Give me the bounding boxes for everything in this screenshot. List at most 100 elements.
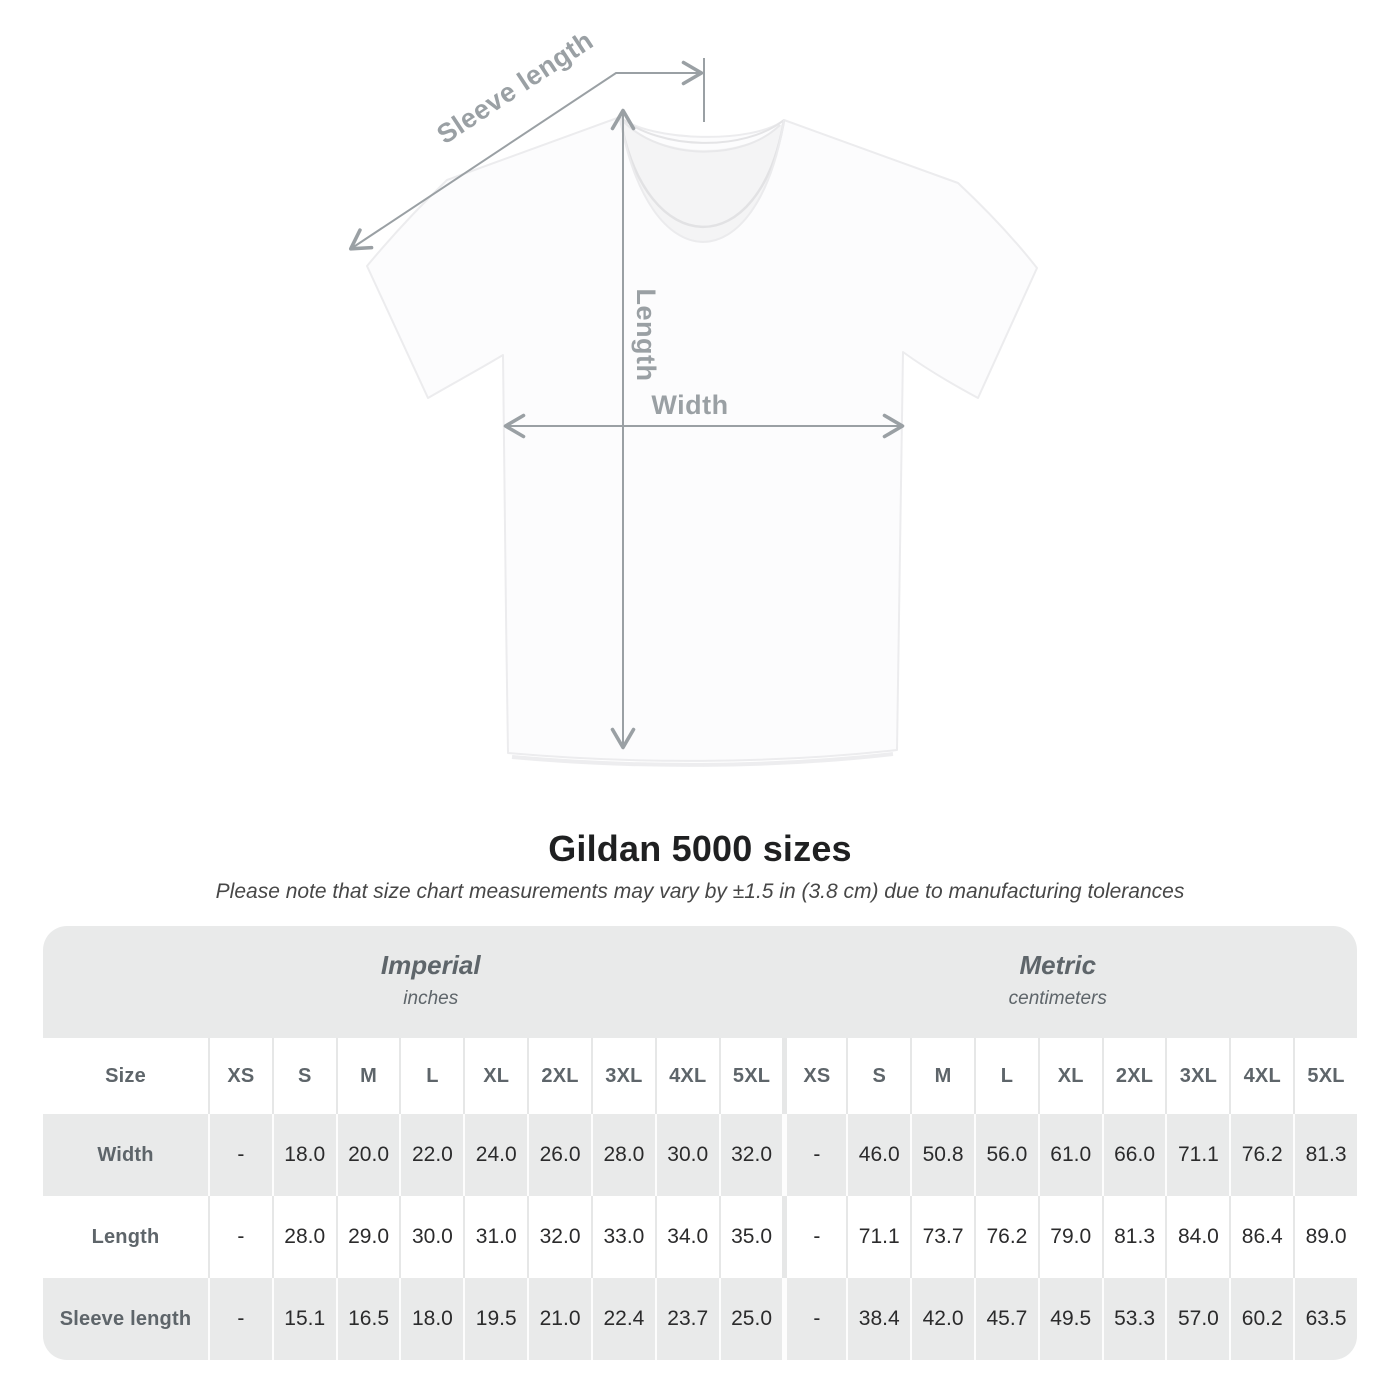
col-header-metric-5xl: 5XL (1293, 1038, 1357, 1114)
col-header-imperial-5xl: 5XL (718, 1038, 783, 1114)
table-cell: 23.7 (654, 1278, 719, 1360)
table-cell: 20.0 (335, 1114, 400, 1196)
table-cell: 22.4 (590, 1278, 655, 1360)
col-header-metric-4xl: 4XL (1229, 1038, 1293, 1114)
width-label: Width (651, 390, 728, 420)
table-cell: 60.2 (1229, 1278, 1293, 1360)
length-label: Length (631, 289, 661, 382)
table-cell: 71.1 (1165, 1114, 1229, 1196)
col-header-imperial-4xl: 4XL (654, 1038, 719, 1114)
tshirt-diagram: Sleeve length Length Width (348, 25, 1038, 767)
table-cell: 38.4 (846, 1278, 910, 1360)
table-cell: 26.0 (527, 1114, 591, 1196)
col-header-metric-m: M (910, 1038, 974, 1114)
table-cell: - (782, 1278, 846, 1360)
table-cell: - (782, 1114, 846, 1196)
metric-header: Metric centimeters (771, 926, 1346, 1038)
row-label-length: Length (91, 1225, 160, 1248)
table-cell: 50.8 (910, 1114, 974, 1196)
table-cell: 33.0 (590, 1196, 655, 1278)
col-header-imperial-m: M (335, 1038, 400, 1114)
table-cell: 61.0 (1037, 1114, 1102, 1196)
table-cell: - (208, 1196, 272, 1278)
table-row-width: Width - 18.0 20.0 22.0 24.0 26.0 28.0 30… (43, 1114, 1357, 1196)
row-label-width: Width (97, 1143, 154, 1166)
imperial-title: Imperial (380, 950, 481, 980)
table-cell: 71.1 (846, 1196, 910, 1278)
col-header-metric-xs: XS (782, 1038, 846, 1114)
size-chart-table: Imperial inches Metric centimeters Size … (43, 926, 1357, 1360)
size-label: Size (105, 1064, 146, 1087)
table-cell: 73.7 (910, 1196, 974, 1278)
imperial-header: Imperial inches (61, 926, 801, 1038)
table-cell: 30.0 (654, 1114, 719, 1196)
table-cell: 42.0 (910, 1278, 974, 1360)
tolerance-note: Please note that size chart measurements… (215, 880, 1185, 903)
col-header-imperial-xl: XL (463, 1038, 527, 1114)
col-header-metric-3xl: 3XL (1165, 1038, 1229, 1114)
table-cell: 32.0 (718, 1114, 783, 1196)
table-row-length: Length - 28.0 29.0 30.0 31.0 32.0 33.0 3… (43, 1196, 1357, 1278)
table-cell: 57.0 (1165, 1278, 1229, 1360)
col-header-imperial-3xl: 3XL (590, 1038, 655, 1114)
sleeve-length-arrow (348, 60, 704, 251)
imperial-unit: inches (403, 988, 459, 1009)
unit-header-band: Imperial inches Metric centimeters (43, 926, 1357, 1038)
table-cell: 29.0 (335, 1196, 400, 1278)
table-cell: 24.0 (463, 1114, 527, 1196)
table-cell: 81.3 (1293, 1114, 1357, 1196)
table-cell: - (208, 1278, 272, 1360)
table-cell: 34.0 (654, 1196, 719, 1278)
table-row-sleeve-length: Sleeve length - 15.1 16.5 18.0 19.5 21.0… (43, 1278, 1357, 1360)
table-cell: 86.4 (1229, 1196, 1293, 1278)
table-cell: 18.0 (271, 1114, 336, 1196)
table-cell: 21.0 (527, 1278, 591, 1360)
table-cell: 46.0 (846, 1114, 910, 1196)
table-cell: 31.0 (463, 1196, 527, 1278)
heading-block: Gildan 5000 sizes Please note that size … (0, 828, 1400, 904)
table-cell: 15.1 (271, 1278, 336, 1360)
table-cell: 28.0 (271, 1196, 336, 1278)
table-cell: 45.7 (973, 1278, 1038, 1360)
col-header-metric-xl: XL (1037, 1038, 1102, 1114)
table-cell: 66.0 (1101, 1114, 1166, 1196)
table-cell: 53.3 (1101, 1278, 1166, 1360)
tshirt-diagram-svg: Sleeve length Length Width (348, 25, 1038, 767)
col-header-imperial-s: S (271, 1038, 336, 1114)
page-title: Gildan 5000 sizes (548, 828, 852, 869)
tshirt-hem-shadow (511, 752, 894, 767)
metric-title: Metric (1019, 950, 1097, 980)
table-cell: 16.5 (335, 1278, 400, 1360)
table-cell: 76.2 (973, 1196, 1038, 1278)
tshirt-graphic (366, 116, 1038, 762)
col-header-imperial-2xl: 2XL (527, 1038, 591, 1114)
table-cell: 56.0 (973, 1114, 1038, 1196)
table-cell: 81.3 (1101, 1196, 1166, 1278)
table-cell: - (782, 1196, 846, 1278)
table-cell: 32.0 (527, 1196, 591, 1278)
table-cell: 63.5 (1293, 1278, 1357, 1360)
sleeve-length-label: Sleeve length (431, 25, 598, 150)
table-cell: 25.0 (718, 1278, 783, 1360)
table-cell: 84.0 (1165, 1196, 1229, 1278)
col-header-imperial-l: L (399, 1038, 463, 1114)
table-cell: 19.5 (463, 1278, 527, 1360)
row-label-sleeve-length: Sleeve length (59, 1307, 192, 1330)
table-cell: 18.0 (399, 1278, 463, 1360)
col-header-imperial-xs: XS (208, 1038, 272, 1114)
table-cell: 35.0 (718, 1196, 783, 1278)
col-header-metric-s: S (846, 1038, 910, 1114)
table-cell: 49.5 (1037, 1278, 1102, 1360)
table-cell: 76.2 (1229, 1114, 1293, 1196)
table-cell: 28.0 (590, 1114, 655, 1196)
table-cell: 79.0 (1037, 1196, 1102, 1278)
table-cell: 30.0 (399, 1196, 463, 1278)
size-header-row: Size XS S M L XL 2XL 3XL 4XL 5XL XS S M … (43, 1038, 1357, 1114)
table-cell: 22.0 (399, 1114, 463, 1196)
table-cell: - (208, 1114, 272, 1196)
col-header-metric-2xl: 2XL (1101, 1038, 1166, 1114)
table-cell: 89.0 (1293, 1196, 1357, 1278)
metric-unit: centimeters (1008, 988, 1107, 1009)
col-header-metric-l: L (973, 1038, 1038, 1114)
